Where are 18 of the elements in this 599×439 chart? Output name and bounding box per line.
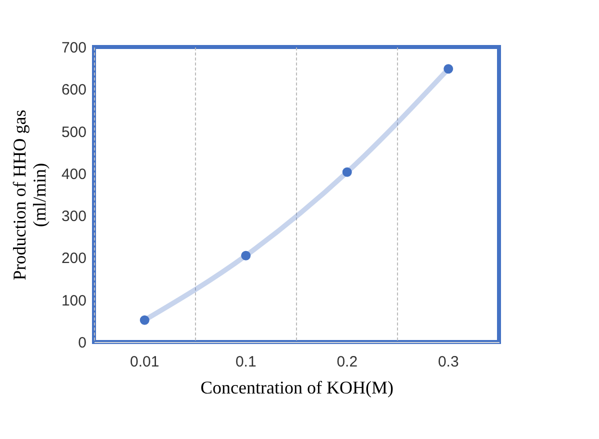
point	[342, 167, 352, 177]
x-tick-label: 0.3	[438, 354, 459, 370]
y-tick-label: 400	[61, 166, 86, 183]
y-tick-label: 300	[61, 208, 86, 226]
point	[241, 250, 251, 260]
y-tick-label: 200	[61, 250, 86, 268]
x-axis-title: Concentration of KOH(M)	[200, 378, 394, 398]
y-tick-label: 100	[61, 292, 86, 310]
y-tick-label: 500	[61, 124, 86, 141]
y-tick-label: 0	[78, 334, 86, 352]
point	[444, 64, 454, 74]
y-tick-label: 600	[61, 82, 86, 99]
x-tick-label: 0.2	[336, 354, 358, 370]
x-tick-label: 0.01	[130, 354, 160, 370]
y-axis-title: Production of HHO gas (ml/min)	[9, 110, 50, 280]
y-tick-label: 700	[61, 40, 86, 56]
x-tick-label: 0.1	[235, 354, 256, 370]
point	[140, 315, 150, 325]
